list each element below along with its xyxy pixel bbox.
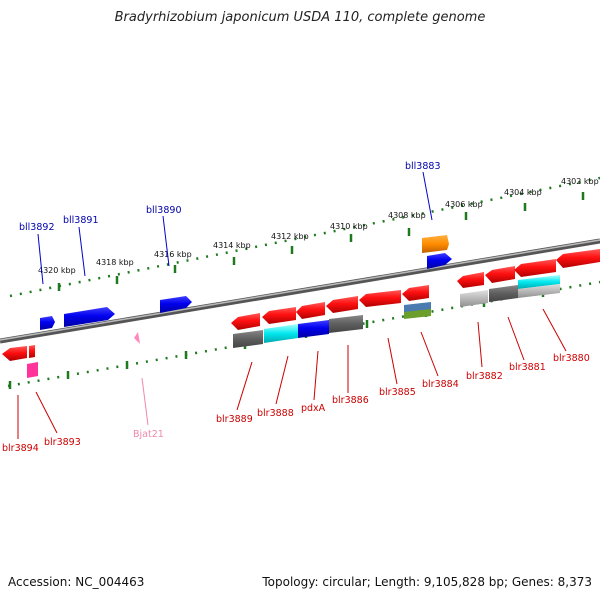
gene-label-blr3884[interactable]: blr3884 xyxy=(422,379,459,390)
gene-label-bll3890[interactable]: bll3890 xyxy=(146,205,182,216)
reverse-gene-blr3886[interactable] xyxy=(326,296,358,313)
gene-label-blr3881[interactable]: blr3881 xyxy=(509,362,546,373)
map-title: Bradyrhizobium japonicum USDA 110, compl… xyxy=(114,10,486,25)
feature-cyan-box xyxy=(518,275,560,289)
ruler-label: 4316 kbp xyxy=(154,250,192,259)
reverse-gene-pdxA[interactable] xyxy=(296,302,325,319)
gene-label-blr3882[interactable]: blr3882 xyxy=(466,371,503,382)
feature-cyan-box xyxy=(264,324,298,343)
gene-label-blr3893[interactable]: blr3893 xyxy=(44,437,81,448)
feature-grey-box xyxy=(329,315,363,333)
reverse-gene-blr3888[interactable] xyxy=(262,307,296,324)
ruler-label: 4320 kbp xyxy=(38,266,76,275)
ruler-label: 4304 kbp xyxy=(504,188,542,197)
reverse-gene-blr3885[interactable] xyxy=(359,290,401,307)
rna-gene-bjat21[interactable] xyxy=(134,332,140,344)
accession-text: Accession: NC_004463 xyxy=(8,575,145,589)
gene-label-blr3886[interactable]: blr3886 xyxy=(332,395,369,406)
reverse-gene-blr3894[interactable] xyxy=(2,345,35,361)
ruler-label: 4302 kbp xyxy=(561,177,599,186)
gene-label-bll3891[interactable]: bll3891 xyxy=(63,215,99,226)
gene-label-pdxA[interactable]: pdxA xyxy=(301,403,326,414)
forward-gene-bll3891[interactable] xyxy=(64,307,115,327)
feature-lightgrey-box xyxy=(460,290,488,307)
gene-label-blr3894[interactable]: blr3894 xyxy=(2,443,39,454)
genome-summary-text: Topology: circular; Length: 9,105,828 bp… xyxy=(262,575,592,589)
feature-grey-box xyxy=(233,330,263,348)
gene-label-blr3885[interactable]: blr3885 xyxy=(379,387,416,398)
forward-gene-bll3890[interactable] xyxy=(160,296,192,313)
upper-ruler-ticks xyxy=(57,192,585,291)
ruler-label: 4312 kbp xyxy=(271,232,309,241)
ruler-label: 4318 kbp xyxy=(96,258,134,267)
forward-gene-bll3892[interactable] xyxy=(40,316,55,330)
gene-label-blr3888[interactable]: blr3888 xyxy=(257,408,294,419)
gene-label-blr3880[interactable]: blr3880 xyxy=(553,353,590,364)
upper-ruler xyxy=(9,176,600,298)
reverse-gene-blr3893[interactable] xyxy=(27,362,38,378)
ruler-label: 4306 kbp xyxy=(445,200,483,209)
feature-olive-box xyxy=(404,309,431,319)
gene-label-blr3889[interactable]: blr3889 xyxy=(216,414,253,425)
gene-label-bll3883[interactable]: bll3883 xyxy=(405,161,441,172)
feature-lightgrey-box xyxy=(518,284,560,298)
reverse-gene-blr3889[interactable] xyxy=(231,313,260,330)
gene-label-bll3892[interactable]: bll3892 xyxy=(19,222,55,233)
ruler-label: 4308 kbp xyxy=(388,211,426,220)
ruler-label: 4314 kbp xyxy=(213,241,251,250)
reverse-gene-blr3880[interactable] xyxy=(514,249,600,277)
gene-label-bjat21[interactable]: Bjat21 xyxy=(133,429,164,440)
feature-grey-box xyxy=(489,285,518,302)
feature-blue-box xyxy=(298,320,329,338)
reverse-gene-blr3882[interactable] xyxy=(457,272,484,288)
genome-backbone xyxy=(0,238,600,344)
ruler-label: 4310 kbp xyxy=(330,222,368,231)
reverse-gene-blr3884[interactable] xyxy=(402,285,429,301)
reverse-gene-blr3881[interactable] xyxy=(485,266,515,283)
forward-gene-bll3883-orange[interactable] xyxy=(422,235,449,253)
forward-gene-bll3883[interactable] xyxy=(427,253,452,269)
